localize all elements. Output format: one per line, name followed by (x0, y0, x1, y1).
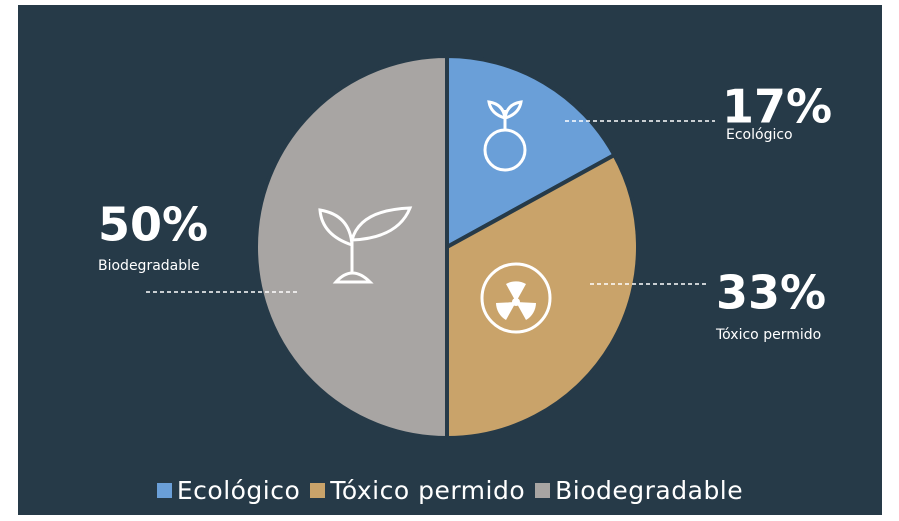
legend-item: Biodegradable (535, 476, 743, 505)
sprout-icon (487, 100, 523, 130)
legend-label: Biodegradable (555, 476, 744, 505)
legend-label: Ecológico (176, 476, 301, 505)
labels: 17%Ecológico 33% Tóxico permido 50% Biodegra… (98, 80, 832, 344)
radiation-core (496, 281, 536, 320)
legend-swatch (535, 483, 551, 498)
pie (254, 53, 640, 441)
legend-item: Tóxico permido (310, 476, 525, 505)
radiation-icon (480, 262, 552, 334)
pie-slice (445, 152, 640, 441)
category-label: Tóxico permido (715, 327, 821, 343)
legend: Ecológico Tóxico permido Biodegradable (18, 476, 882, 505)
category-label: Ecológico (726, 127, 793, 143)
legend-item: Ecológico (156, 476, 301, 505)
plant-icon (318, 206, 413, 284)
legend-swatch (310, 483, 326, 498)
category-label: Biodegradable (98, 258, 200, 274)
icons (318, 100, 552, 334)
value-label: 17% (722, 80, 832, 134)
legend-label: Tóxico permido (330, 476, 526, 505)
legend-swatch (156, 483, 172, 498)
value-label: 33% (716, 266, 826, 320)
value-label: 50% (98, 198, 208, 252)
